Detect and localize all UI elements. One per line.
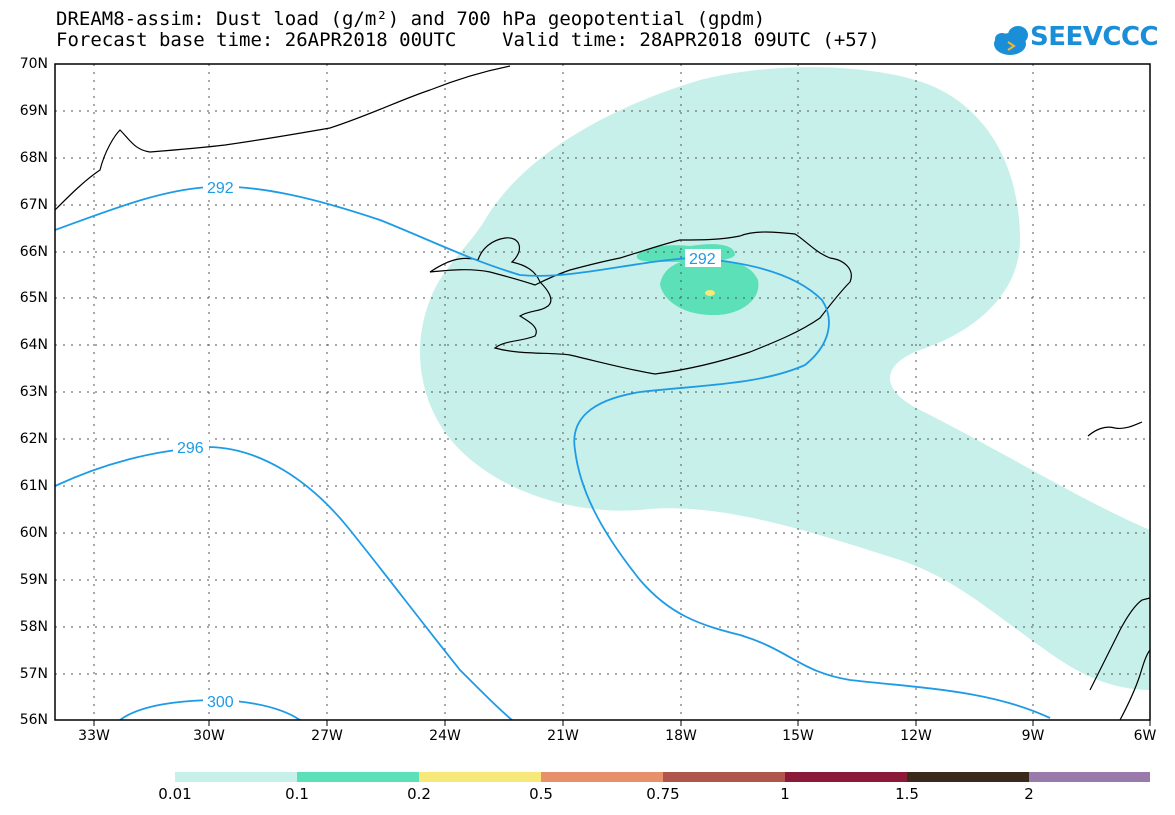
- colorbar-label: 0.75: [646, 785, 680, 803]
- lat-label: 67N: [19, 197, 48, 213]
- lat-label: 70N: [19, 56, 48, 72]
- lat-label: 61N: [19, 478, 48, 494]
- lon-label: 27W: [311, 728, 343, 744]
- colorbar: [175, 772, 1150, 782]
- axis-ticks: [93, 720, 1151, 726]
- colorbar-swatch: [785, 772, 907, 782]
- colorbar-label: 1: [780, 785, 790, 803]
- cloud-icon: [994, 26, 1028, 55]
- map-frame: [54, 63, 1151, 721]
- lat-label: 65N: [19, 290, 48, 306]
- dust-load-0.01-region: [420, 67, 1150, 691]
- lat-label: 68N: [19, 150, 48, 166]
- lon-label: 24W: [429, 728, 461, 744]
- contour-label: 300: [207, 694, 234, 711]
- contour-label: 292: [689, 251, 716, 268]
- scotland-islands: [1119, 649, 1151, 721]
- lat-label: 57N: [19, 666, 48, 682]
- lon-label: 18W: [665, 728, 697, 744]
- lon-label: 6W: [1133, 728, 1157, 744]
- contour-292: [54, 185, 1051, 719]
- lat-label: 60N: [19, 525, 48, 541]
- colorbar-swatch: [297, 772, 419, 782]
- colorbar-label: 0.1: [285, 785, 309, 803]
- colorbar-label: 1.5: [895, 785, 919, 803]
- lat-label: 58N: [19, 619, 48, 635]
- scotland-coast: [1089, 597, 1151, 691]
- colorbar-label: 2: [1024, 785, 1034, 803]
- lon-label: 21W: [547, 728, 579, 744]
- faroe-coast: [1087, 421, 1143, 437]
- lon-label: 30W: [193, 728, 225, 744]
- colorbar-swatch: [1029, 772, 1150, 782]
- contour-label: 296: [177, 440, 204, 457]
- page-title-line-2: Forecast base time: 26APR2018 00UTC Vali…: [56, 29, 880, 51]
- lat-label: 69N: [19, 103, 48, 119]
- lat-label: 56N: [19, 712, 48, 728]
- colorbar-swatch: [663, 772, 785, 782]
- colorbar-label: 0.5: [529, 785, 553, 803]
- lon-label: 9W: [1021, 728, 1045, 744]
- lon-label: 33W: [78, 728, 110, 744]
- dust-load-0.1-region: [660, 259, 759, 316]
- dust-load-0.2-spot: [705, 290, 715, 296]
- colorbar-label: 0.2: [407, 785, 431, 803]
- colorbar-swatch: [541, 772, 663, 782]
- lat-label: 59N: [19, 572, 48, 588]
- colorbar-label: 0.01: [158, 785, 192, 803]
- lat-label: 63N: [19, 384, 48, 400]
- lat-label: 64N: [19, 337, 48, 353]
- seevccc-logo: [994, 26, 1028, 55]
- colorbar-swatch: [907, 772, 1029, 782]
- page-title-line-1: DREAM8-assim: Dust load (g/m²) and 700 h…: [56, 8, 766, 30]
- lat-label: 62N: [19, 431, 48, 447]
- contour-296: [54, 446, 513, 721]
- colorbar-swatch: [175, 772, 297, 782]
- greenland-coast: [54, 65, 511, 211]
- logo-text: SEEVCCC: [1030, 22, 1159, 52]
- contour-label: 292: [207, 180, 234, 197]
- lon-label: 15W: [782, 728, 814, 744]
- lon-label: 12W: [900, 728, 932, 744]
- contour-labels: 292 292 296 300: [173, 178, 721, 711]
- colorbar-swatch: [419, 772, 541, 782]
- grid-lines: [55, 64, 1150, 720]
- lat-label: 66N: [19, 244, 48, 260]
